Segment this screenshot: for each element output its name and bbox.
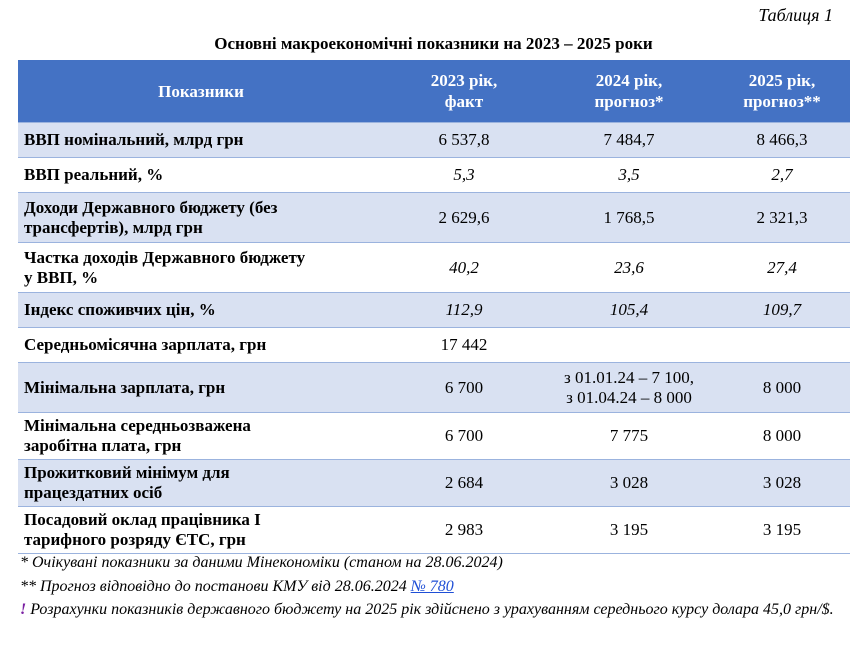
footnote-3: ! Розрахунки показників державного бюдже…: [20, 601, 834, 618]
cell-2025: 27,4: [714, 242, 850, 293]
cell-2024: 7 775: [544, 412, 714, 460]
table-number: Таблиця 1: [758, 5, 833, 25]
cell-2023: 17 442: [384, 327, 544, 363]
cell-2024: 23,6: [544, 242, 714, 293]
row-label: Середньомісячна зарплата, грн: [18, 327, 384, 363]
exclamation-icon: !: [20, 601, 27, 618]
table-header-row: Показники 2023 рік, факт 2024 рік, прогноз…: [18, 60, 850, 123]
row-label: Частка доходів Державного бюджету у ВВП, …: [18, 242, 384, 293]
table-row: ВВП номінальний, млрд грн 6 537,8 7 484,…: [18, 122, 850, 158]
resolution-link[interactable]: № 780: [410, 577, 454, 595]
cell-2024: 3,5: [544, 157, 714, 193]
cell-2025: [714, 327, 850, 363]
footnote-1: * Очікувані показники за даними Мінеконо…: [20, 554, 503, 571]
macro-indicators-table: Показники 2023 рік, факт 2024 рік, прогноз…: [18, 60, 850, 554]
cell-2023: 2 629,6: [384, 192, 544, 243]
cell-2023: 2 684: [384, 459, 544, 507]
cell-2025: 109,7: [714, 292, 850, 328]
cell-2024: 105,4: [544, 292, 714, 328]
cell-2023: 112,9: [384, 292, 544, 328]
header-2024: 2024 рік, прогноз*: [544, 60, 714, 123]
cell-2023: 6 537,8: [384, 122, 544, 158]
footnote-2: ** Прогноз відповідно до постанови КМУ в…: [20, 577, 454, 595]
cell-2023: 40,2: [384, 242, 544, 293]
footnotes: * Очікувані показники за даними Мінеконо…: [20, 551, 850, 622]
cell-2023: 2 983: [384, 506, 544, 554]
table-title: Основні макроекономічні показники на 202…: [214, 34, 653, 53]
cell-2024: 1 768,5: [544, 192, 714, 243]
cell-2025: 8 000: [714, 362, 850, 413]
cell-2024: 7 484,7: [544, 122, 714, 158]
row-label: ВВП реальний, %: [18, 157, 384, 193]
cell-2024: з 01.01.24 – 7 100, з 01.04.24 – 8 000: [544, 362, 714, 413]
cell-2025: 2 321,3: [714, 192, 850, 243]
cell-2024: 3 028: [544, 459, 714, 507]
row-label: Доходи Державного бюджету (без трансферті…: [18, 192, 384, 243]
row-label: Мінімальна середньозважена заробітна плат…: [18, 412, 384, 460]
cell-2024: 3 195: [544, 506, 714, 554]
table-row: Мінімальна середньозважена заробітна плат…: [18, 412, 850, 460]
row-label: ВВП номінальний, млрд грн: [18, 122, 384, 158]
table-row: Прожитковий мінімум для працездатних осіб…: [18, 459, 850, 507]
cell-2025: 3 028: [714, 459, 850, 507]
row-label: Прожитковий мінімум для працездатних осіб: [18, 459, 384, 507]
row-label: Індекс споживчих цін, %: [18, 292, 384, 328]
table-row: Доходи Державного бюджету (без трансферті…: [18, 192, 850, 243]
cell-2025: 3 195: [714, 506, 850, 554]
header-2023: 2023 рік, факт: [384, 60, 544, 123]
header-indicator: Показники: [18, 60, 384, 123]
cell-2024: [544, 327, 714, 363]
cell-2025: 8 000: [714, 412, 850, 460]
table-row: Мінімальна зарплата, грн 6 700 з 01.01.2…: [18, 362, 850, 413]
cell-2023: 6 700: [384, 412, 544, 460]
cell-2023: 5,3: [384, 157, 544, 193]
row-label: Мінімальна зарплата, грн: [18, 362, 384, 413]
cell-2025: 8 466,3: [714, 122, 850, 158]
header-2025: 2025 рік, прогноз**: [714, 60, 850, 123]
table-row: Частка доходів Державного бюджету у ВВП, …: [18, 242, 850, 293]
cell-2023: 6 700: [384, 362, 544, 413]
table-row: Індекс споживчих цін, % 112,9 105,4 109,…: [18, 292, 850, 328]
cell-2025: 2,7: [714, 157, 850, 193]
table-row: ВВП реальний, % 5,3 3,5 2,7: [18, 157, 850, 193]
table-row: Середньомісячна зарплата, грн 17 442: [18, 327, 850, 363]
